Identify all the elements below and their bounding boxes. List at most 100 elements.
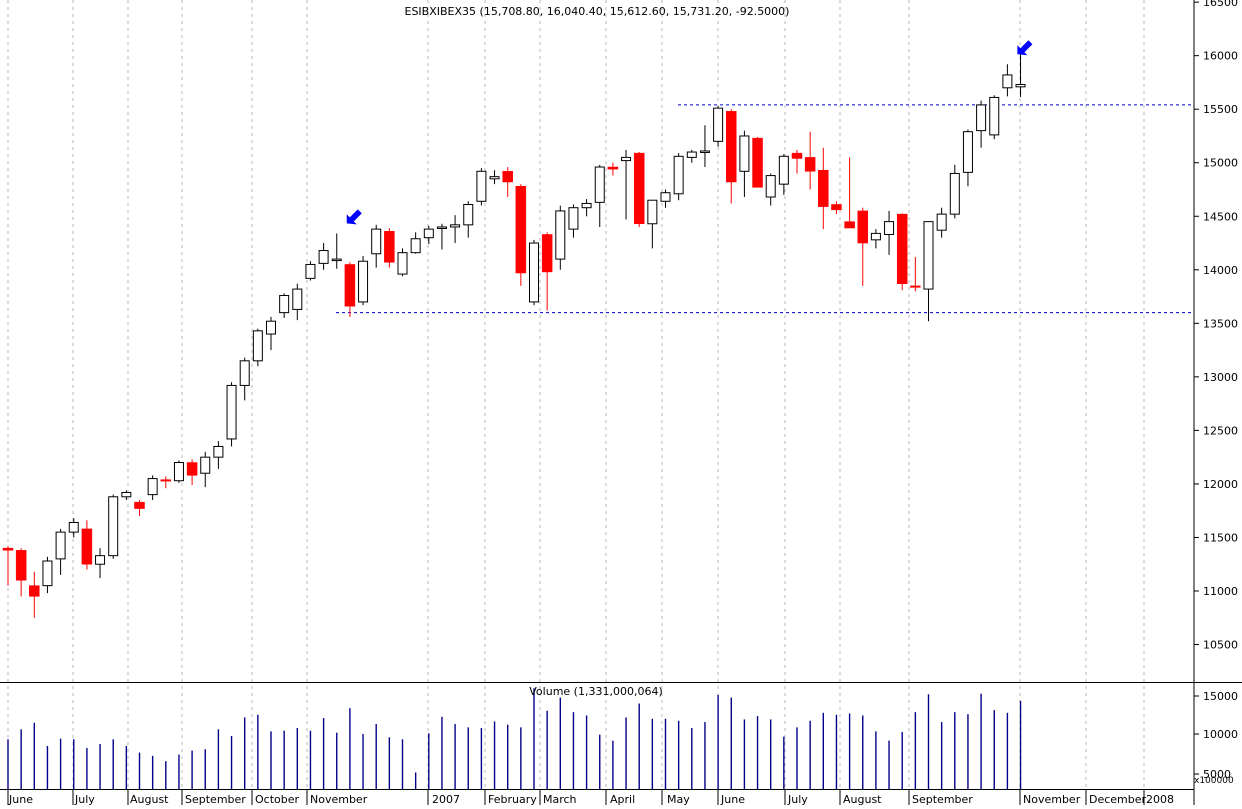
date-axis-label: July xyxy=(787,793,808,805)
candle-body xyxy=(371,228,382,255)
candle-body xyxy=(555,210,566,260)
candle-body xyxy=(1002,74,1013,89)
date-axis-label: 2007 xyxy=(432,793,460,805)
date-axis-label: June xyxy=(720,793,745,805)
candle-body xyxy=(331,258,342,262)
candle-body xyxy=(292,288,303,310)
candle-body xyxy=(989,96,1000,136)
candlestick-series xyxy=(2,51,1026,618)
candle-body xyxy=(581,202,592,209)
volume-unit-label: x100000 xyxy=(1194,776,1234,786)
candle-body xyxy=(436,226,447,229)
candle-body xyxy=(358,260,369,303)
price-axis-label: 13000 xyxy=(1203,371,1238,384)
candle-body xyxy=(778,155,789,185)
candle-body xyxy=(266,320,276,335)
price-axis-label: 12000 xyxy=(1203,478,1238,491)
candle-body xyxy=(739,135,750,172)
vertical-grid xyxy=(7,0,1145,789)
candle-body xyxy=(686,151,697,158)
candle-body xyxy=(108,496,119,557)
date-axis-label: August xyxy=(843,793,882,805)
candle-body xyxy=(962,131,973,173)
candle-body xyxy=(160,479,172,482)
candle-body xyxy=(844,221,855,229)
date-axis: June July August September October November 20… xyxy=(7,789,1174,806)
candle-body xyxy=(213,445,224,458)
candle-body xyxy=(621,156,632,162)
arrow-markers xyxy=(346,40,1033,225)
price-title: ESIBXIBEX35 (15,708.80, 16,040.40, 15,61… xyxy=(405,5,790,18)
candle-body xyxy=(568,207,579,230)
candle-body xyxy=(713,107,724,142)
price-axis-label: 16500 xyxy=(1203,0,1238,9)
price-axis-label: 10500 xyxy=(1203,639,1238,652)
candle-body xyxy=(15,550,27,581)
volume-axis-label: 10000 xyxy=(1203,728,1238,741)
candle-body xyxy=(752,137,763,188)
candle-body xyxy=(502,171,513,183)
price-axis-label: 15000 xyxy=(1203,157,1238,170)
candle-body xyxy=(818,169,829,207)
price-axis-label: 14500 xyxy=(1203,210,1238,223)
volume-title: Volume (1,331,000,064) xyxy=(529,685,662,698)
candle-body xyxy=(870,232,881,241)
candle-body xyxy=(252,330,263,362)
date-axis-label: February xyxy=(488,793,537,805)
volume-axis-label: 15000 xyxy=(1203,690,1238,703)
date-axis-label: August xyxy=(130,793,169,805)
candle-body xyxy=(239,360,250,386)
candle-body xyxy=(910,285,921,288)
candle-body xyxy=(279,294,290,314)
candle-body xyxy=(1015,83,1026,88)
candle-body xyxy=(95,555,106,565)
price-axis-label: 15500 xyxy=(1203,103,1238,116)
candle-body xyxy=(673,155,684,195)
candle-body xyxy=(936,213,947,231)
candle-body xyxy=(791,152,803,159)
price-axis-label: 16000 xyxy=(1203,50,1238,63)
candle-body xyxy=(55,531,66,560)
candle-body xyxy=(896,213,908,284)
candle-body xyxy=(423,228,434,239)
volume-axis: 5000 10000 15000 xyxy=(1194,690,1238,781)
date-axis-label: May xyxy=(667,793,690,805)
candle-body xyxy=(81,528,93,565)
candle-body xyxy=(660,192,671,202)
price-axis-label: 11500 xyxy=(1203,531,1238,544)
date-axis-label: November xyxy=(1023,793,1081,805)
arrow-marker-icon xyxy=(346,209,362,225)
candle-body xyxy=(633,152,645,225)
candle-body xyxy=(147,478,158,496)
volume-axis-label: 5000 xyxy=(1203,768,1231,781)
date-axis-label: December xyxy=(1089,793,1147,805)
price-axis-label: 14000 xyxy=(1203,264,1238,277)
candle-body xyxy=(384,231,395,263)
candle-body xyxy=(318,250,329,264)
candle-body xyxy=(200,456,211,474)
candle-body xyxy=(305,263,316,279)
candle-body xyxy=(857,210,868,244)
date-axis-label: September xyxy=(185,793,246,805)
candle-body xyxy=(134,501,145,509)
candle-body xyxy=(29,585,40,597)
candle-body xyxy=(186,462,198,476)
candle-body xyxy=(765,175,776,198)
candle-body xyxy=(699,150,710,153)
date-axis-label: June xyxy=(8,793,33,805)
reference-lines xyxy=(336,104,1194,314)
price-axis-label: 12500 xyxy=(1203,424,1238,437)
candle-body xyxy=(884,221,895,235)
date-axis-label: March xyxy=(543,793,577,805)
candle-body xyxy=(226,384,237,440)
candle-body xyxy=(173,462,184,482)
candle-body xyxy=(68,521,79,533)
date-axis-label: November xyxy=(310,793,368,805)
price-axis-label: 11000 xyxy=(1203,585,1238,598)
candle-body xyxy=(976,104,987,132)
price-axis: 10500 11000 11500 12000 12500 13000 13500 14000… xyxy=(1194,0,1238,652)
candle-body xyxy=(2,547,14,551)
